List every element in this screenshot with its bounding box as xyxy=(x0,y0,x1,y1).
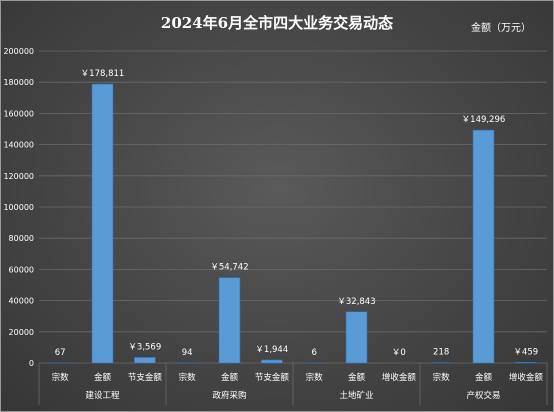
data-label: ￥149,296 xyxy=(462,115,506,125)
x-category-label: 增收金额 xyxy=(509,372,544,383)
bar xyxy=(472,129,495,364)
x-category-label: 节支金额 xyxy=(255,372,290,383)
data-label: ￥32,843 xyxy=(337,297,375,307)
x-category-label: 宗数 xyxy=(306,372,324,383)
data-label: 67 xyxy=(55,348,66,358)
y-axis: 0 20000 40000 60000 80000 100000 120000 140000 1… xyxy=(3,47,34,368)
data-label: ￥459 xyxy=(513,347,538,357)
chart-title: 2024年6月全市四大业务交易动态 xyxy=(161,14,393,32)
x-group-label: 土地矿业 xyxy=(339,390,373,401)
data-label: 94 xyxy=(182,348,193,358)
y-tick-label: 180000 xyxy=(3,78,34,87)
data-label: ￥178,811 xyxy=(81,69,125,79)
bar xyxy=(345,311,368,364)
y-tick-label: 20000 xyxy=(9,328,34,337)
bar xyxy=(91,83,114,364)
y-tick-label: 140000 xyxy=(3,141,34,150)
data-label: ￥3,569 xyxy=(128,342,161,352)
unit-label: 金额（万元） xyxy=(471,21,531,34)
x-category-label: 金额 xyxy=(348,372,366,383)
y-tick-label: 80000 xyxy=(9,234,34,243)
x-category-label: 金额 xyxy=(94,372,112,383)
data-label: 218 xyxy=(433,348,449,358)
data-label: ￥1,944 xyxy=(255,345,288,355)
y-tick-label: 40000 xyxy=(9,297,34,306)
data-label: ￥54,742 xyxy=(210,263,248,273)
data-labels: 67 ￥178,811 ￥3,569 94 ￥54,742 ￥1,944 6 ￥32,843 ￥… xyxy=(55,69,538,358)
y-tick-label: 160000 xyxy=(3,109,34,118)
bar xyxy=(218,277,241,364)
y-tick-label: 200000 xyxy=(3,47,34,56)
gridlines xyxy=(39,50,547,364)
data-label: 6 xyxy=(311,348,316,358)
data-label: ￥0 xyxy=(392,348,406,358)
x-category-label: 金额 xyxy=(475,372,493,383)
bar xyxy=(261,359,283,364)
x-category-label: 宗数 xyxy=(52,372,70,383)
x-group-label: 政府采购 xyxy=(212,390,246,401)
x-category-label: 宗数 xyxy=(433,372,451,383)
bar xyxy=(134,357,156,364)
x-category-label: 宗数 xyxy=(179,372,197,383)
bars xyxy=(49,83,537,364)
x-group-label: 产权交易 xyxy=(466,390,500,401)
y-tick-label: 100000 xyxy=(3,203,34,212)
x-category-label: 增收金额 xyxy=(382,372,417,383)
x-group-label: 建设工程 xyxy=(85,390,120,401)
y-tick-label: 120000 xyxy=(3,172,34,181)
x-category-label: 金额 xyxy=(221,372,239,383)
bar xyxy=(515,361,537,364)
x-category-label: 节支金额 xyxy=(128,372,163,383)
y-tick-label: 0 xyxy=(29,359,34,368)
y-tick-label: 60000 xyxy=(9,265,34,274)
